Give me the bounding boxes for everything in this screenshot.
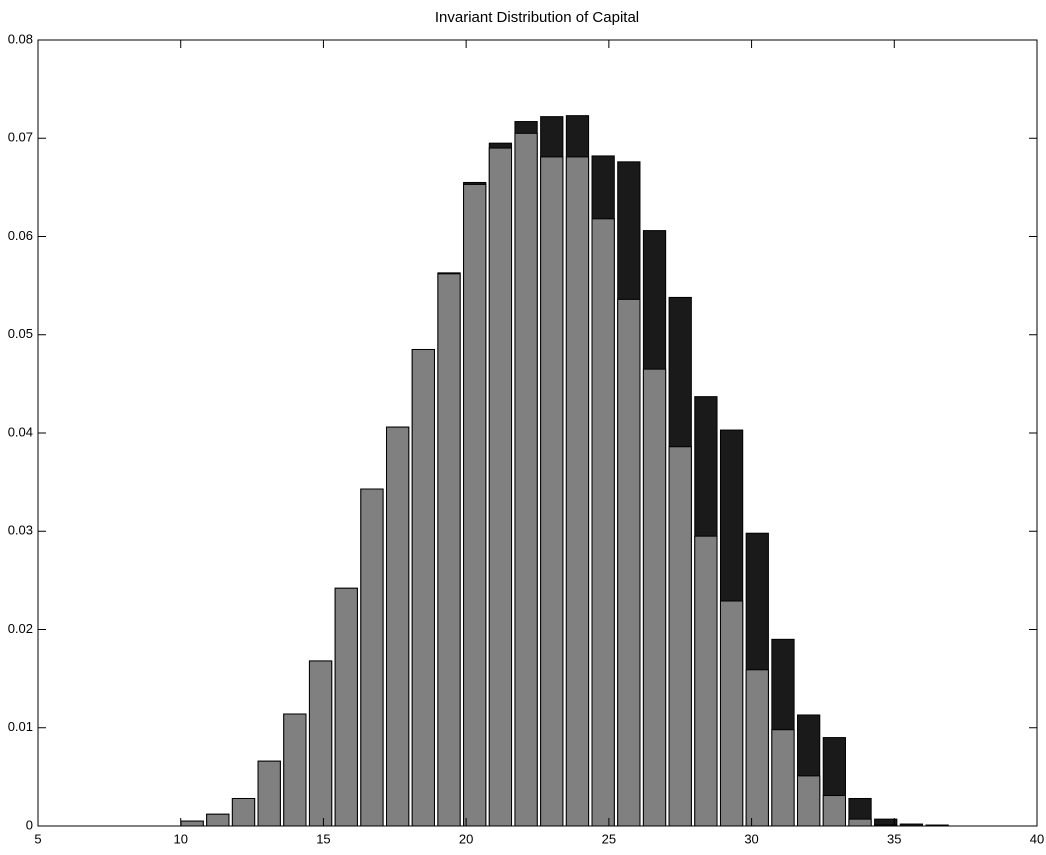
y-tick-label: 0.07 xyxy=(8,130,33,145)
x-tick-label: 10 xyxy=(173,831,187,846)
bar xyxy=(231,797,256,827)
y-tick-label: 0.05 xyxy=(8,326,33,341)
bar xyxy=(668,446,692,827)
chart-title: Invariant Distribution of Capital xyxy=(435,9,639,26)
x-tick-label: 30 xyxy=(744,831,758,846)
y-tick-label: 0.01 xyxy=(8,719,33,734)
y-tick-label: 0.03 xyxy=(8,523,33,538)
y-tick-label: 0.06 xyxy=(8,228,33,243)
y-tick-label: 0.08 xyxy=(8,31,33,46)
bar xyxy=(488,147,513,827)
bar xyxy=(771,729,795,827)
bar xyxy=(694,535,718,827)
bar xyxy=(822,795,846,827)
bar xyxy=(745,669,769,827)
bar xyxy=(514,132,538,827)
bar xyxy=(591,218,615,827)
bar xyxy=(565,156,590,827)
bar xyxy=(719,600,744,827)
bar xyxy=(206,813,230,827)
bar xyxy=(411,348,435,827)
x-tick-label: 20 xyxy=(459,831,473,846)
bar xyxy=(437,273,461,827)
x-tick-label: 5 xyxy=(34,831,41,846)
y-tick-label: 0 xyxy=(26,817,33,832)
bar xyxy=(797,775,821,827)
y-tick-label: 0.02 xyxy=(8,621,33,636)
bar xyxy=(540,156,564,827)
x-tick-label: 35 xyxy=(887,831,901,846)
bar xyxy=(848,818,872,827)
bar xyxy=(283,713,307,827)
y-tick-label: 0.04 xyxy=(8,424,33,439)
bar xyxy=(334,587,358,827)
bar xyxy=(360,488,384,827)
bar xyxy=(308,660,333,827)
bar xyxy=(180,820,204,827)
bar xyxy=(257,760,281,827)
x-tick-label: 15 xyxy=(316,831,330,846)
bar xyxy=(642,368,667,827)
x-tick-label: 40 xyxy=(1030,831,1044,846)
x-tick-label: 25 xyxy=(602,831,616,846)
bar xyxy=(463,183,487,827)
bar xyxy=(617,298,641,827)
bar xyxy=(386,426,410,827)
